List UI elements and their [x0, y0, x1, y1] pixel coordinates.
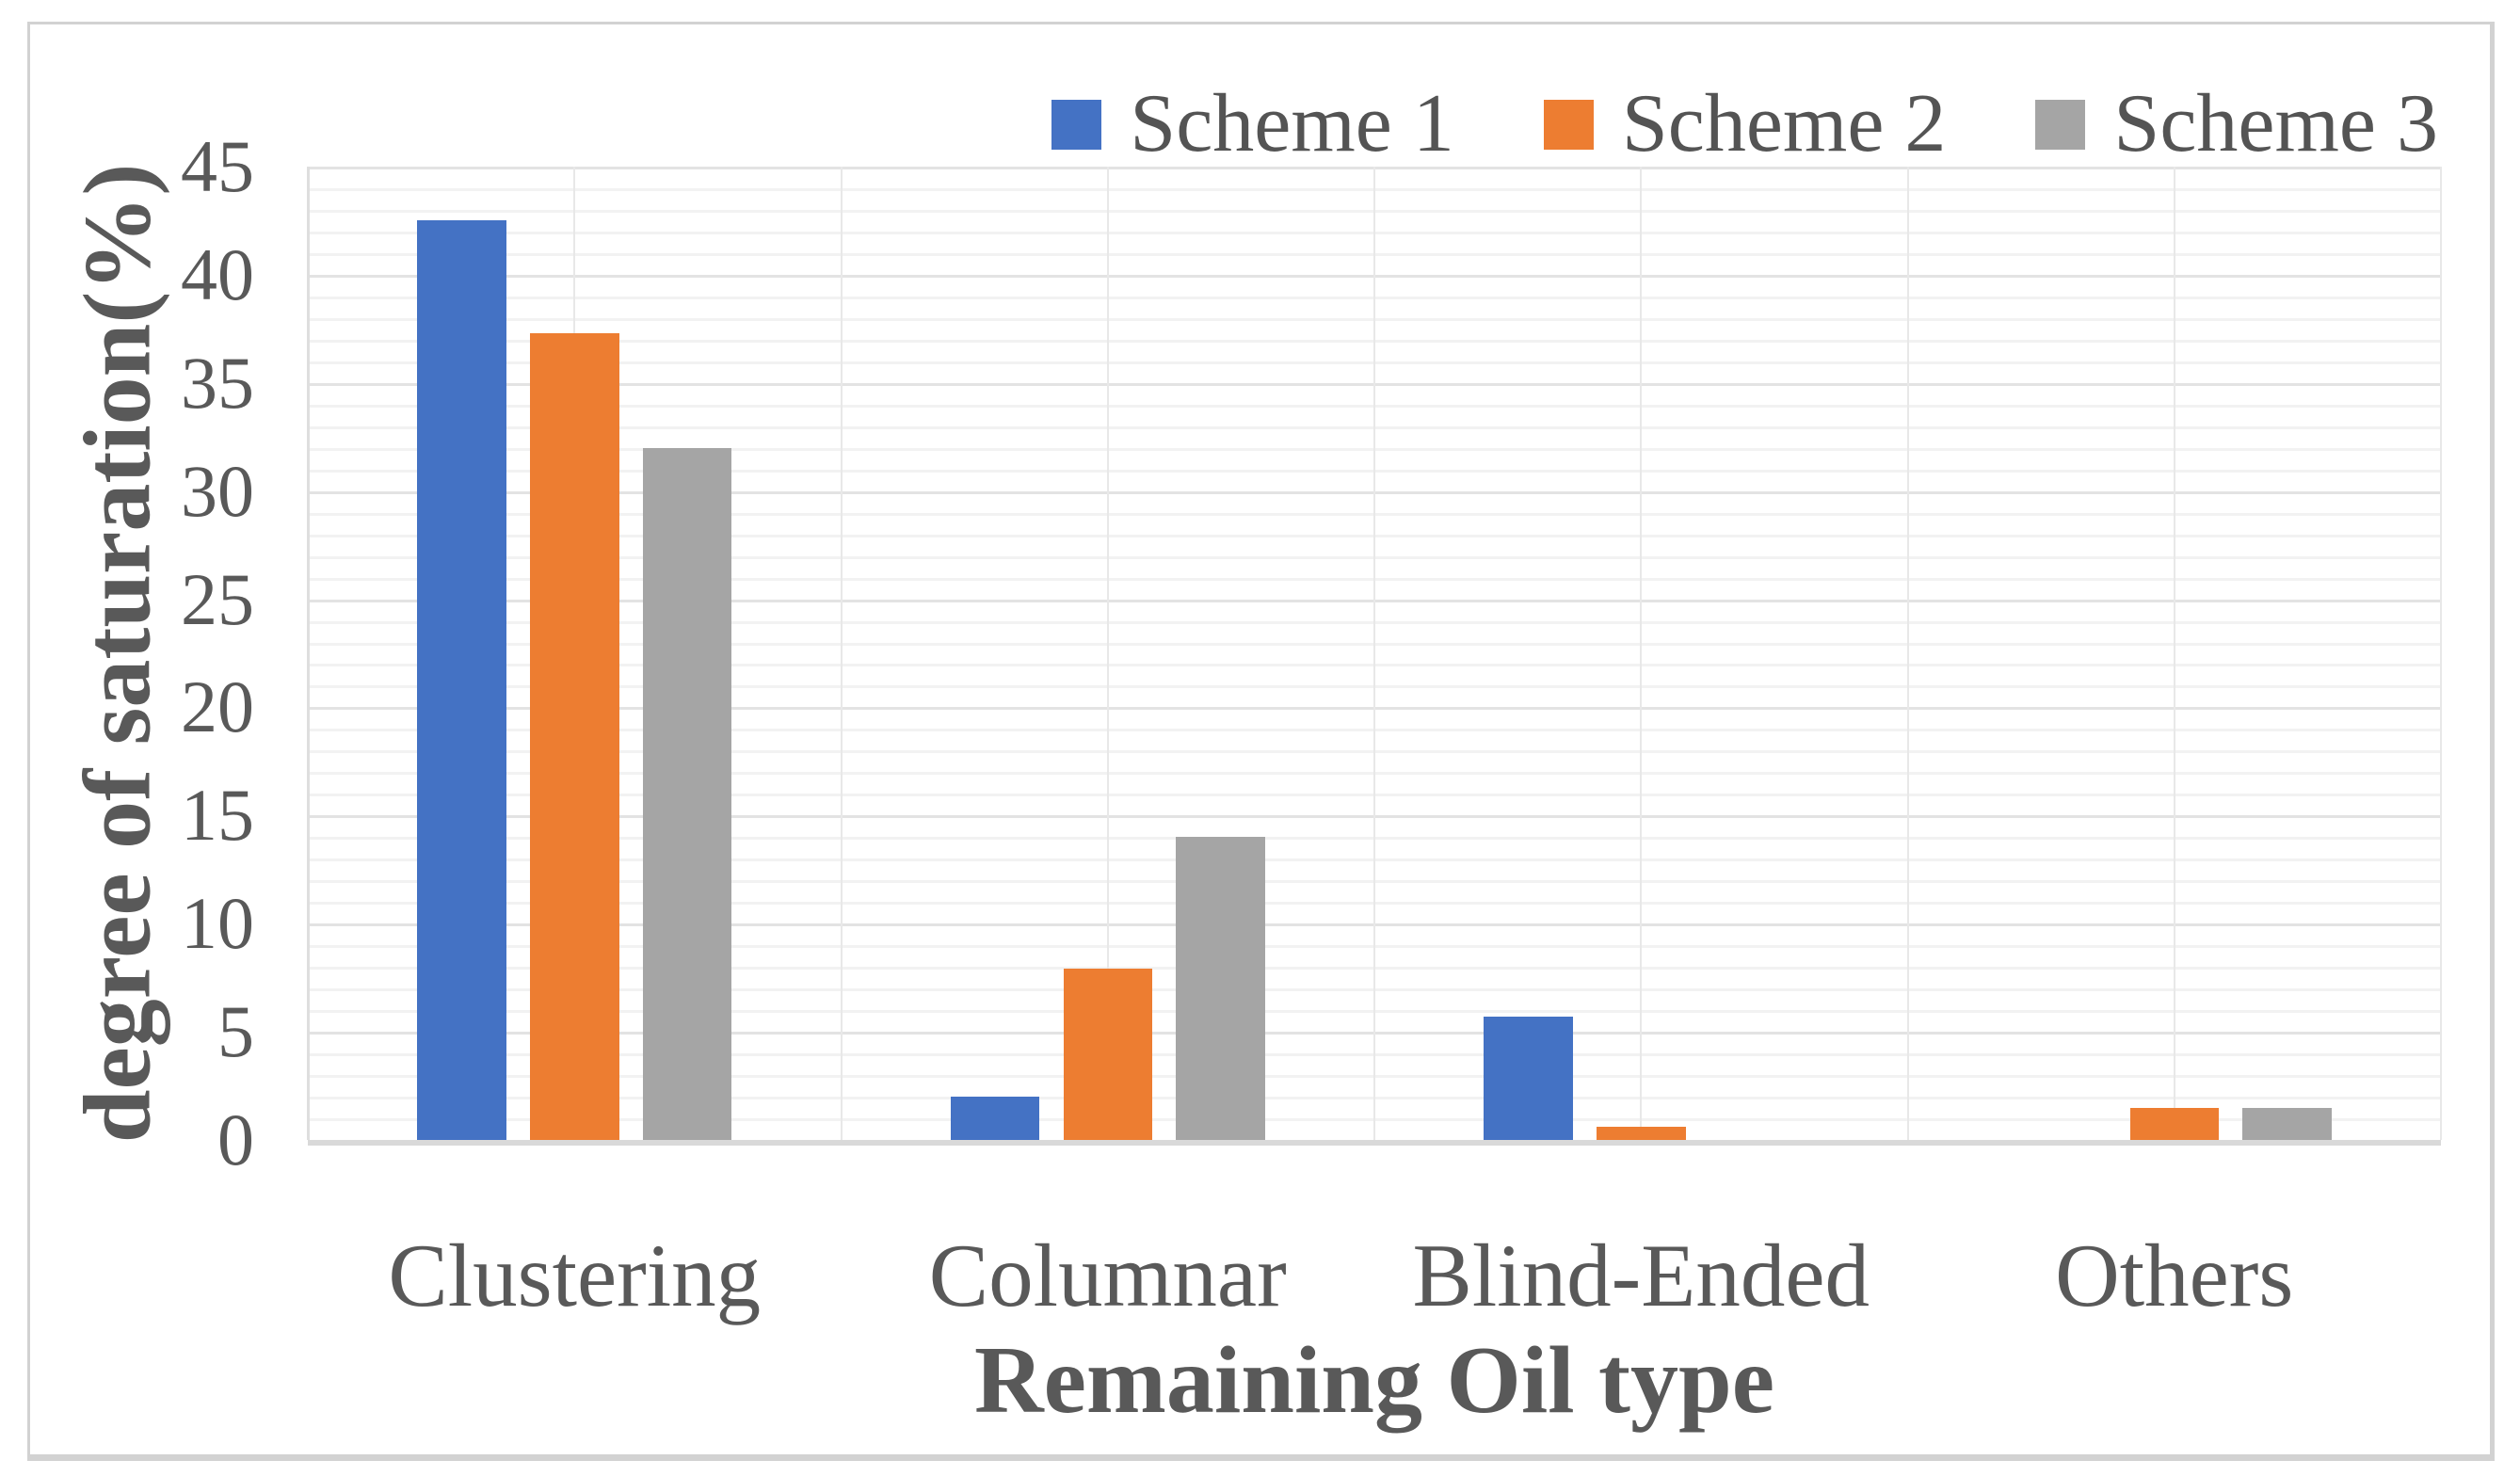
legend-label: Scheme 3: [2113, 78, 2438, 169]
plot-area: [307, 167, 2442, 1140]
legend: Scheme 1 Scheme 2 Scheme 3: [1051, 83, 2438, 166]
vertical-gridline: [2440, 167, 2442, 1140]
legend-item-scheme-1: Scheme 1: [1051, 83, 1454, 166]
bar-scheme-3-others: [2242, 1107, 2332, 1140]
vertical-gridline: [307, 167, 310, 1140]
y-tick-label-15: 15: [181, 774, 254, 857]
legend-marker-icon: [2035, 99, 2086, 150]
bar-scheme-2-clustering: [530, 332, 619, 1140]
vertical-gridline: [840, 167, 843, 1140]
vertical-gridline: [1640, 167, 1643, 1140]
x-axis-title: Remaining Oil type: [973, 1327, 1775, 1434]
legend-marker-icon: [1051, 99, 1102, 150]
legend-label: Scheme 1: [1130, 78, 1454, 169]
legend-item-scheme-2: Scheme 2: [1543, 78, 1947, 169]
y-tick-label-10: 10: [181, 882, 254, 965]
y-tick-label-5: 5: [217, 990, 254, 1073]
y-tick-label-0: 0: [217, 1099, 254, 1180]
y-tick-label-45: 45: [181, 125, 254, 207]
category-label-columnar: Columnar: [928, 1226, 1287, 1325]
bar-scheme-1-columnar: [950, 1097, 1040, 1140]
bar-scheme-2-columnar: [1063, 969, 1152, 1140]
vertical-gridline: [1906, 167, 1909, 1140]
y-tick-label-25: 25: [181, 557, 254, 640]
y-tick-label-20: 20: [181, 666, 254, 748]
category-label-others: Others: [2055, 1226, 2294, 1325]
bar-scheme-2-others: [2129, 1107, 2219, 1140]
vertical-gridline: [1106, 167, 1109, 1140]
category-label-blind-ended: Blind-Ended: [1412, 1226, 1870, 1325]
category-label-clustering: Clustering: [388, 1226, 762, 1325]
x-axis-line: [308, 1140, 2441, 1146]
y-tick-label-30: 30: [181, 449, 254, 532]
y-axis-title: degree of saturation(%): [64, 163, 171, 1144]
vertical-gridline: [1373, 167, 1375, 1140]
legend-item-scheme-3: Scheme 3: [2035, 83, 2438, 166]
vertical-gridline: [2173, 167, 2175, 1140]
bar-scheme-1-blind-ended: [1484, 1017, 1573, 1140]
y-tick-label-35: 35: [181, 341, 254, 424]
y-tick-label-40: 40: [181, 233, 254, 315]
bar-scheme-3-clustering: [642, 447, 732, 1140]
legend-marker-icon: [1543, 99, 1594, 150]
legend-label: Scheme 2: [1621, 78, 1947, 169]
bar-scheme-3-columnar: [1176, 837, 1265, 1140]
bar-scheme-1-clustering: [417, 220, 506, 1140]
bar-scheme-2-blind-ended: [1597, 1127, 1686, 1140]
